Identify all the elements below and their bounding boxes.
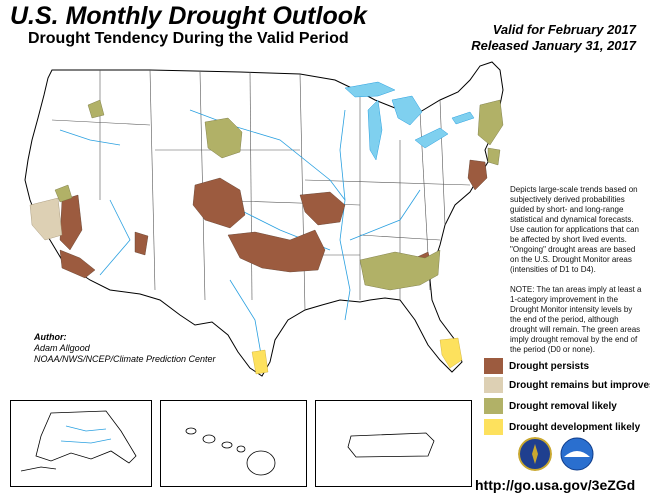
nws-logo [518, 437, 552, 471]
hawaii-map [185, 427, 276, 476]
drought-persists-areas [59, 159, 488, 279]
alaska-inset [10, 400, 152, 487]
legend-label-improves: Drought remains but improves [509, 379, 650, 391]
noaa-logo [560, 437, 594, 471]
author-heading: Author: [34, 332, 67, 342]
map-title: U.S. Monthly Drought Outlook [10, 2, 367, 30]
outlook-description: Depicts large-scale trends based on subj… [510, 185, 639, 274]
drought-development-areas [251, 337, 463, 375]
conus-map [24, 61, 504, 377]
legend-swatch-improves [484, 377, 503, 393]
legend-removal: Drought removal likely [484, 396, 617, 416]
legend-swatch-development [484, 419, 503, 435]
legend-label-development: Drought development likely [509, 421, 641, 433]
legend-label-removal: Drought removal likely [509, 400, 617, 412]
legend-development: Drought development likely [484, 417, 640, 437]
valid-period: Valid for February 2017 [492, 22, 636, 37]
legend-swatch-persists [484, 358, 503, 374]
great-lakes [344, 81, 475, 161]
legend-swatch-removal [484, 398, 503, 414]
author-org: NOAA/NWS/NCEP/Climate Prediction Center [34, 354, 216, 364]
legend-persists: Drought persists [484, 356, 589, 376]
outlook-url-link[interactable]: http://go.usa.gov/3eZGd [475, 477, 636, 493]
release-date: Released January 31, 2017 [471, 38, 636, 53]
hawaii-inset [160, 400, 307, 487]
legend-label-persists: Drought persists [509, 360, 590, 372]
puerto-rico-map [347, 432, 435, 458]
alaska-map [20, 410, 137, 472]
drought-removal-areas [54, 99, 504, 291]
outlook-note: NOTE: The tan areas imply at least a 1-c… [510, 285, 642, 354]
map-subtitle: Drought Tendency During the Valid Period [28, 30, 349, 47]
puerto-rico-inset [315, 400, 472, 487]
author-name: Adam Allgood [34, 343, 90, 353]
author-block: Author: Adam Allgood NOAA/NWS/NCEP/Clima… [34, 332, 216, 365]
legend-improves: Drought remains but improves [484, 375, 650, 395]
